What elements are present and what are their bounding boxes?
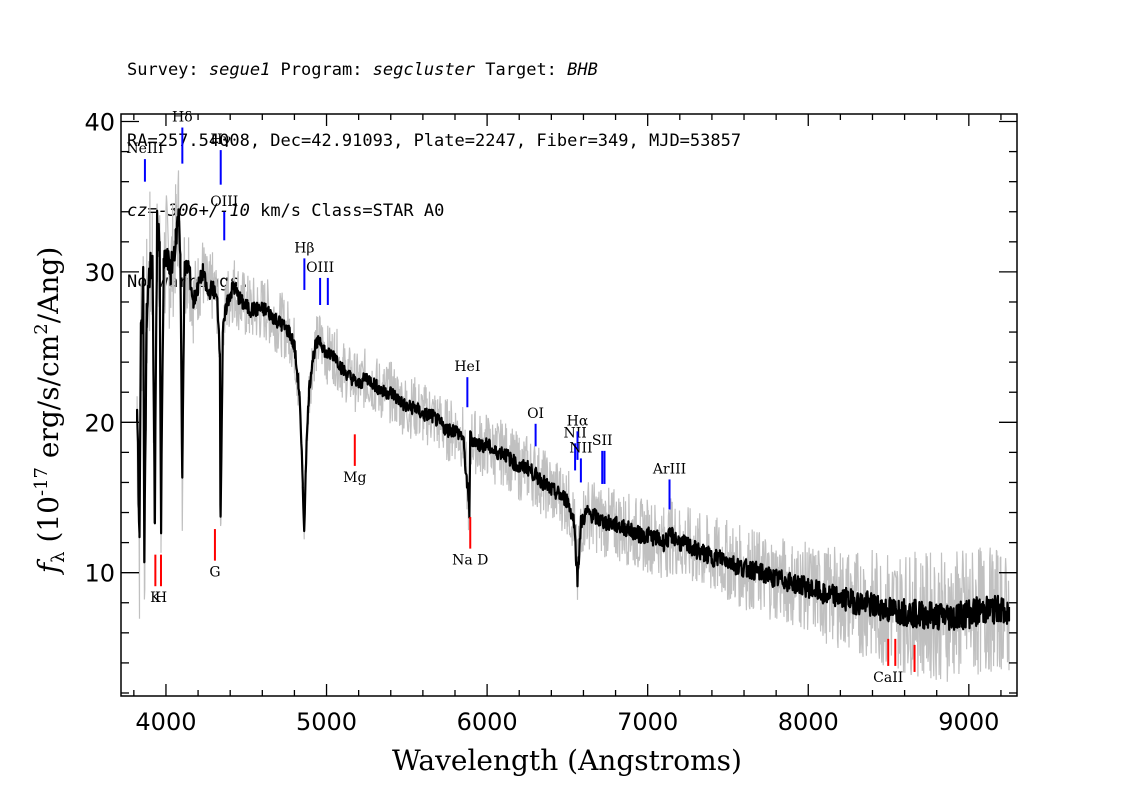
line-label: SII <box>592 433 613 449</box>
line-label: HeI <box>454 359 480 375</box>
line-label: K <box>150 590 161 606</box>
x-tick-label: 6000 <box>457 708 518 736</box>
line-label: Mg <box>343 470 366 486</box>
spectrum-line <box>136 208 1011 631</box>
header-line-redshift: cz=-306+/-10 km/s Class=STAR A0 <box>127 200 741 224</box>
header-line-coordinates: RA=257.54008, Dec=42.91093, Plate=2247, … <box>127 130 742 151</box>
y-axis-title: fλ (10-17 erg/s/cm2/Ang) <box>31 247 69 576</box>
y-tick-label: 10 <box>84 560 115 588</box>
y-tick-label: 30 <box>84 259 115 287</box>
noise-band-line <box>136 170 1010 682</box>
program-label: Program: <box>270 60 373 80</box>
survey-value: segue1 <box>208 60 271 80</box>
spectrum-series <box>136 208 1011 631</box>
line-label: Hγ <box>210 132 231 148</box>
y-tick-label: 40 <box>84 109 115 137</box>
line-label: CaII <box>873 670 903 686</box>
y-tick-label: 20 <box>84 409 115 437</box>
x-tick-label: 5000 <box>296 708 357 736</box>
line-label: H <box>155 590 167 606</box>
line-label: NII <box>563 425 586 441</box>
x-tick-label: 8000 <box>778 708 839 736</box>
class-text: km/s Class=STAR A0 <box>249 201 445 221</box>
plot-frame <box>120 113 1018 697</box>
line-label: OIII <box>210 194 238 210</box>
x-tick-label: 4000 <box>135 708 196 736</box>
line-label: OI <box>527 406 544 422</box>
spectrum-header: Survey: segue1 Program: segcluster Targe… <box>127 12 741 318</box>
x-tick-label: 9000 <box>938 708 999 736</box>
line-label: G <box>209 565 220 581</box>
program-value: segcluster <box>372 60 476 80</box>
line-label: Hβ <box>294 240 314 256</box>
noise-envelope <box>136 170 1010 682</box>
target-value: BHB <box>567 60 598 80</box>
x-tick-label: 7000 <box>617 708 678 736</box>
line-label: NII <box>569 440 592 456</box>
header-line-survey: Survey: segue1 Program: segcluster Targe… <box>127 59 741 83</box>
survey-label: Survey: <box>127 60 209 80</box>
line-label: Hα <box>567 413 589 429</box>
x-axis-title: Wavelength (Angstroms) <box>392 744 742 777</box>
line-label: Na D <box>452 553 488 569</box>
line-label: Hδ <box>172 110 193 126</box>
axes: 4000 5000 6000 7000 8000 9000 10 20 30 40 <box>84 109 1018 736</box>
line-label: OIII <box>306 260 334 276</box>
target-label: Target: <box>475 60 568 80</box>
line-label: NeIII <box>126 141 163 157</box>
line-label: ArIII <box>652 461 686 477</box>
cz-value: -306+/-10 <box>157 201 250 221</box>
